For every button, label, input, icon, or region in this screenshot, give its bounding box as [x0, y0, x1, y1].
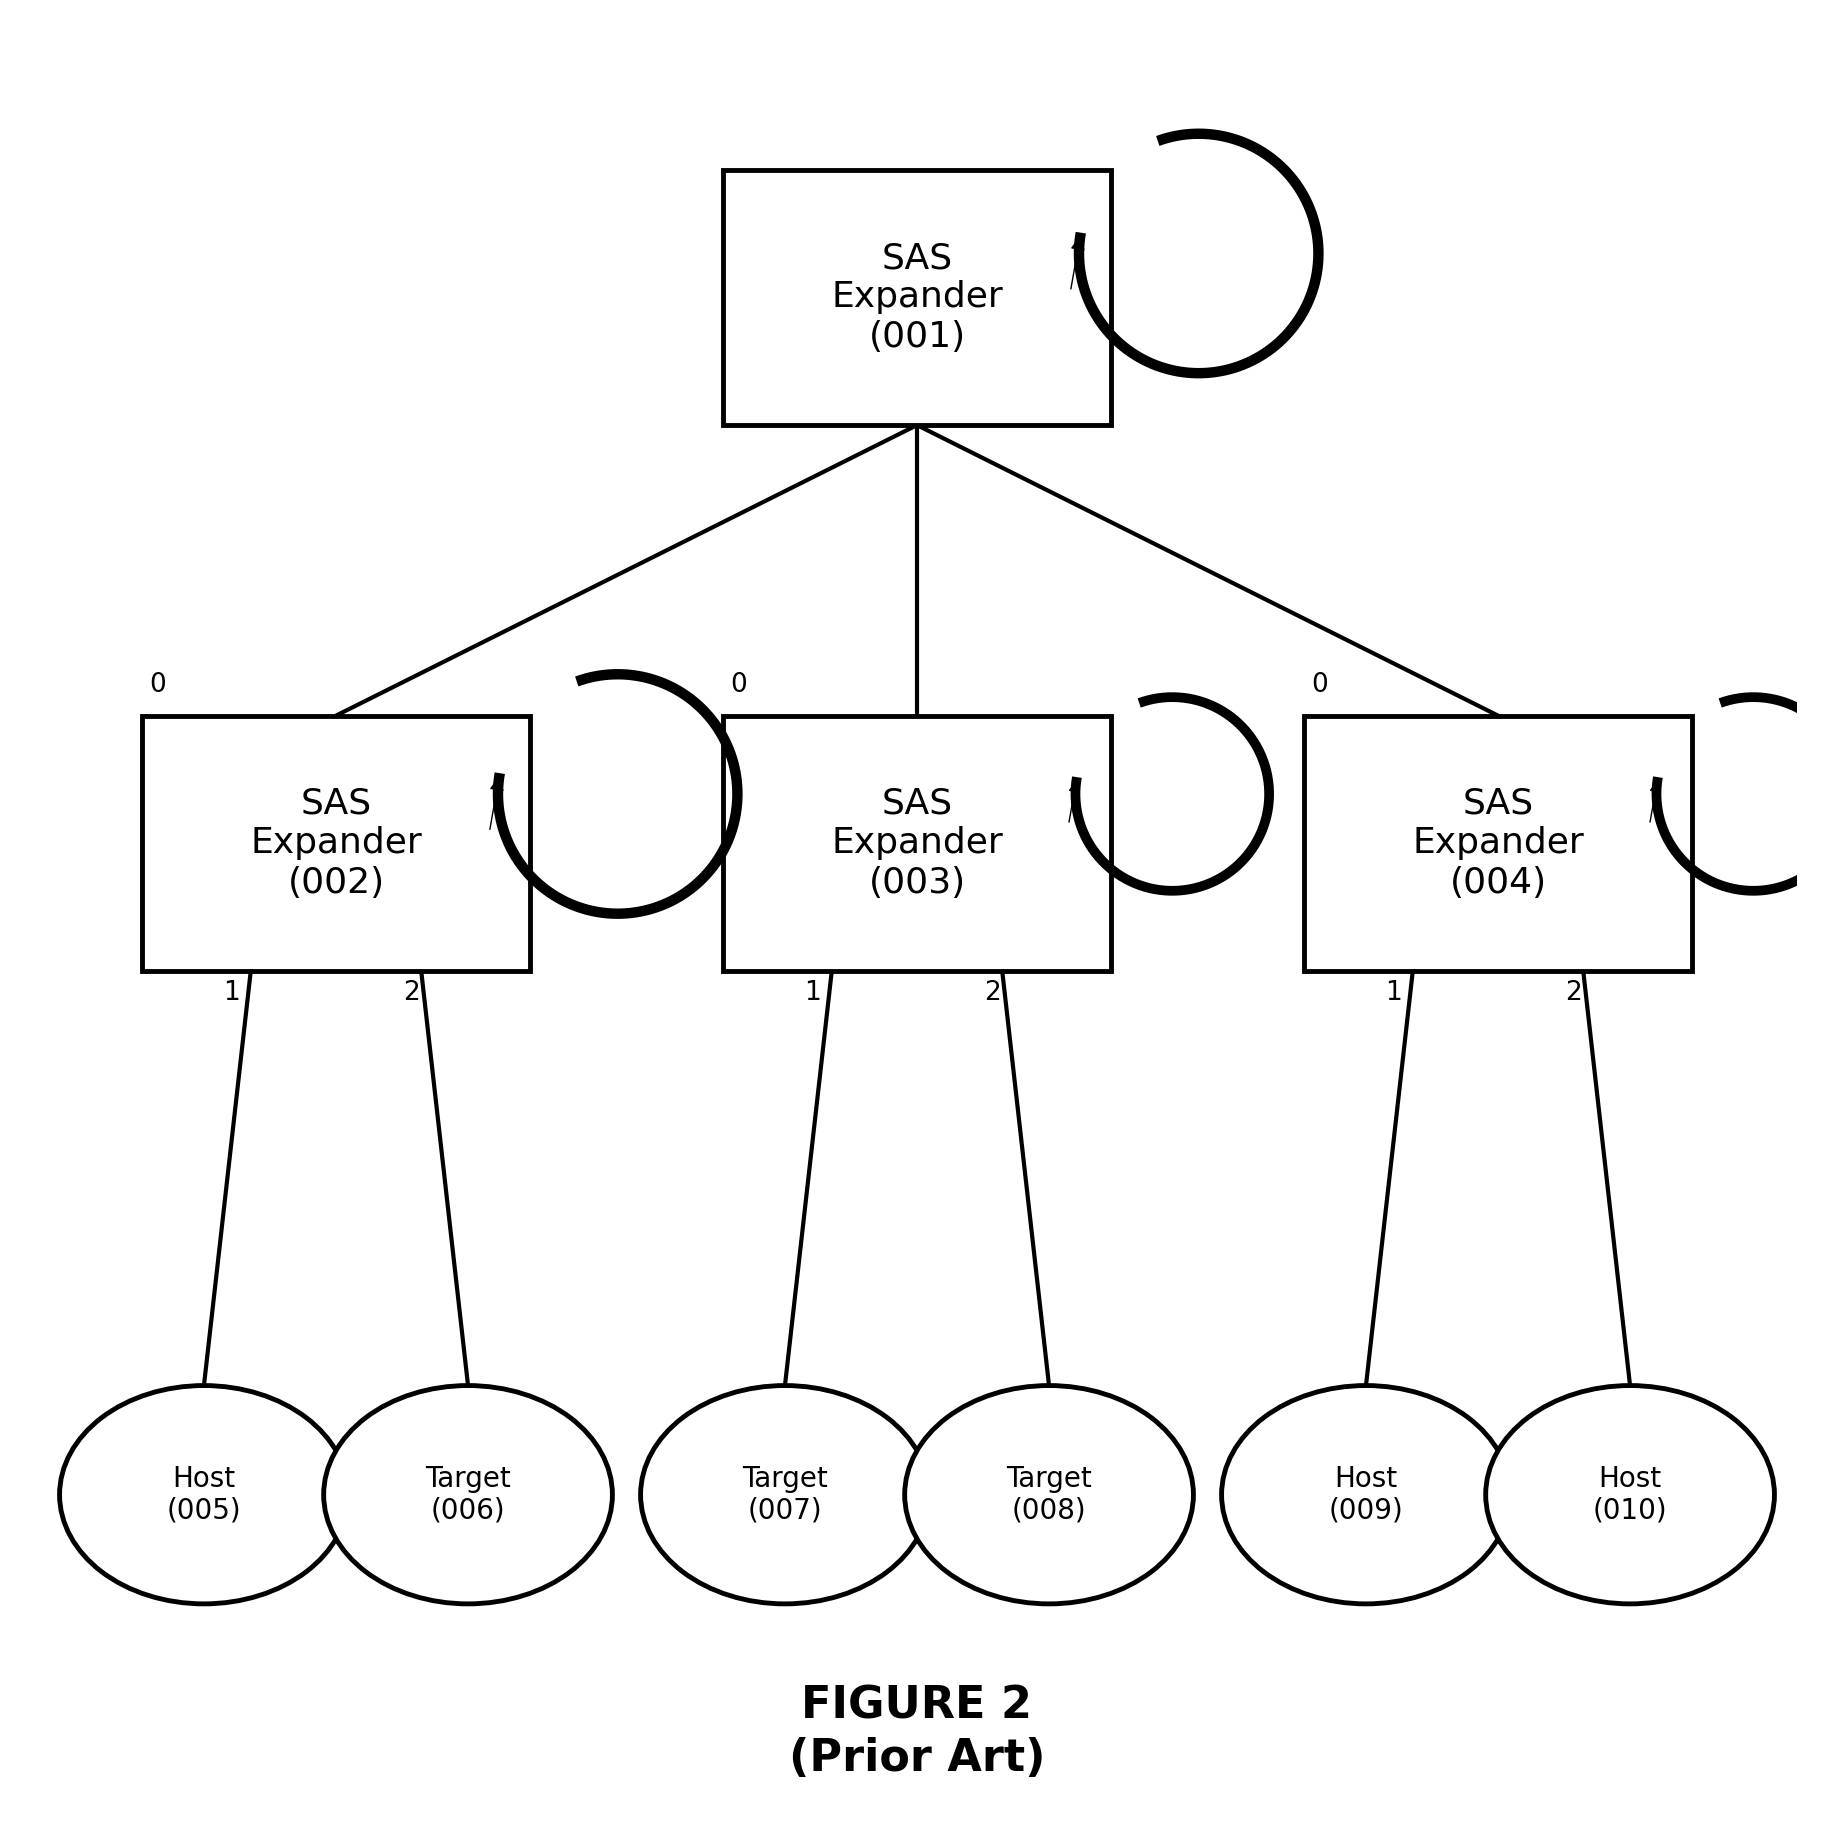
Bar — [723, 716, 1111, 970]
Text: Host
(005): Host (005) — [167, 1465, 242, 1526]
Ellipse shape — [640, 1386, 930, 1603]
Ellipse shape — [1486, 1386, 1775, 1603]
Text: 0: 0 — [1311, 672, 1328, 697]
Ellipse shape — [59, 1386, 348, 1603]
Text: FIGURE 2: FIGURE 2 — [801, 1684, 1033, 1727]
Ellipse shape — [904, 1386, 1194, 1603]
Text: (Prior Art): (Prior Art) — [789, 1738, 1045, 1780]
Bar — [723, 170, 1111, 424]
Bar — [1304, 716, 1691, 970]
Text: 0: 0 — [730, 672, 746, 697]
Text: Host
(010): Host (010) — [1592, 1465, 1667, 1526]
Text: 1: 1 — [805, 980, 822, 1006]
Text: 2: 2 — [985, 980, 1001, 1006]
Bar — [143, 716, 530, 970]
Text: 1: 1 — [224, 980, 240, 1006]
Text: SAS
Expander
(002): SAS Expander (002) — [249, 786, 422, 900]
Ellipse shape — [1221, 1386, 1511, 1603]
Text: Target
(006): Target (006) — [425, 1465, 512, 1526]
Text: Target
(007): Target (007) — [743, 1465, 827, 1526]
Ellipse shape — [323, 1386, 613, 1603]
Text: 0: 0 — [149, 672, 167, 697]
Text: Target
(008): Target (008) — [1007, 1465, 1091, 1526]
Text: SAS
Expander
(004): SAS Expander (004) — [1412, 786, 1585, 900]
Text: 2: 2 — [403, 980, 420, 1006]
Text: SAS
Expander
(001): SAS Expander (001) — [831, 242, 1003, 354]
Text: SAS
Expander
(003): SAS Expander (003) — [831, 786, 1003, 900]
Text: 1: 1 — [1385, 980, 1403, 1006]
Text: 2: 2 — [1566, 980, 1583, 1006]
Text: Host
(009): Host (009) — [1328, 1465, 1403, 1526]
